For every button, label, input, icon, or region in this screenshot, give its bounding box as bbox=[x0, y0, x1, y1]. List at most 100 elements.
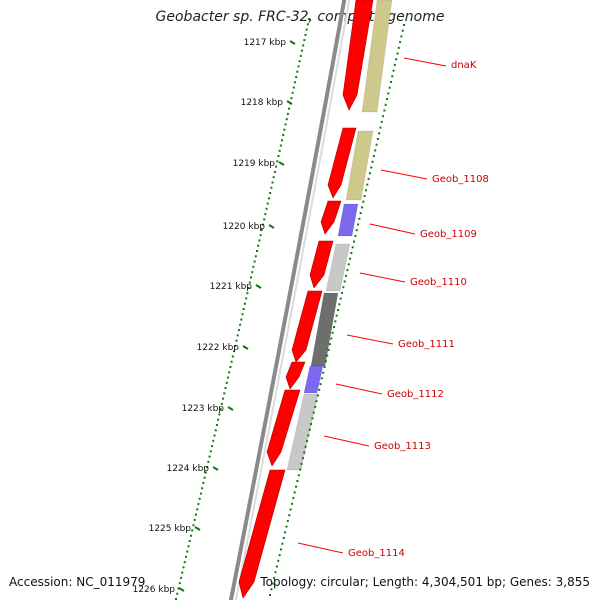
ruler-minor-tick bbox=[298, 60, 301, 63]
label-track-tick bbox=[391, 75, 394, 78]
cds-arrow bbox=[266, 389, 301, 467]
label-track-tick bbox=[305, 440, 308, 443]
ruler-minor-tick bbox=[301, 49, 304, 52]
label-track-tick bbox=[362, 200, 365, 203]
ruler-minor-tick bbox=[252, 265, 255, 268]
ruler-tick-label: 1221 kbp bbox=[210, 282, 253, 292]
ruler-minor-tick bbox=[206, 466, 209, 469]
ruler-minor-tick bbox=[233, 350, 236, 353]
ruler-minor-tick bbox=[194, 513, 197, 516]
ruler-tick-label: 1223 kbp bbox=[182, 404, 225, 414]
label-track-tick bbox=[364, 189, 367, 192]
ruler-tick bbox=[227, 406, 234, 411]
ruler-minor-tick bbox=[299, 54, 302, 57]
label-track-tick bbox=[338, 303, 341, 306]
label-track-tick bbox=[350, 252, 353, 254]
ruler-minor-ticks bbox=[175, 18, 310, 600]
label-track-tick bbox=[370, 166, 373, 169]
label-track-tick bbox=[378, 132, 381, 135]
gene-label: Geob_1108 bbox=[432, 174, 489, 185]
ruler-minor-tick bbox=[304, 33, 307, 36]
label-track-tick bbox=[303, 451, 306, 454]
ruler-minor-tick bbox=[225, 381, 228, 384]
ruler-minor-tick bbox=[217, 418, 220, 421]
gene-label: Geob_1113 bbox=[374, 441, 431, 452]
ruler-tick bbox=[178, 587, 185, 592]
label-track-tick bbox=[372, 155, 375, 158]
cds-arrow bbox=[309, 240, 334, 289]
label-track-tick bbox=[277, 559, 280, 562]
ruler-minor-tick bbox=[181, 571, 184, 574]
ruler-minor-tick bbox=[305, 28, 308, 31]
label-track-tick bbox=[403, 24, 405, 26]
label-track-tick bbox=[359, 212, 362, 215]
ruler-minor-tick bbox=[182, 566, 185, 569]
label-track-tick bbox=[296, 480, 299, 482]
label-track-tick bbox=[345, 274, 348, 277]
label-track-tick bbox=[285, 525, 288, 528]
ruler-minor-tick bbox=[226, 376, 229, 379]
label-track-tick bbox=[332, 326, 335, 329]
label-track-tick bbox=[374, 149, 377, 152]
ruler-tick bbox=[255, 284, 262, 289]
ruler-minor-tick bbox=[231, 355, 234, 358]
label-track-tick bbox=[393, 63, 396, 66]
ruler-minor-tick bbox=[241, 313, 244, 316]
label-track-tick bbox=[334, 320, 337, 323]
ruler-minor-tick bbox=[224, 387, 227, 390]
label-track-tick bbox=[318, 388, 321, 391]
gene-callout-line bbox=[380, 169, 428, 180]
genome-backbone-highlight bbox=[234, 0, 351, 600]
ruler-minor-tick bbox=[284, 123, 287, 126]
label-track-tick bbox=[320, 377, 323, 380]
gene-label: Geob_1109 bbox=[420, 229, 477, 240]
gene-label: Geob_1112 bbox=[387, 389, 444, 400]
ruler-minor-tick bbox=[260, 228, 263, 231]
ruler-minor-tick bbox=[188, 540, 191, 542]
label-track-tick bbox=[275, 565, 278, 568]
label-track-tick bbox=[341, 291, 344, 294]
ruler-tick bbox=[268, 224, 275, 229]
ruler-minor-tick bbox=[193, 518, 196, 521]
map-title: Geobacter sp. FRC-32, complete genome bbox=[155, 9, 445, 25]
ruler-minor-tick bbox=[283, 128, 286, 131]
label-track-tick bbox=[389, 81, 392, 83]
ruler-minor-tick bbox=[271, 181, 274, 184]
label-track-tick bbox=[286, 519, 289, 522]
ruler-minor-tick bbox=[258, 239, 261, 242]
label-track-tick bbox=[339, 297, 342, 300]
ruler-minor-tick bbox=[204, 471, 207, 474]
label-track-tick bbox=[322, 371, 325, 374]
label-track-tick bbox=[396, 52, 399, 55]
ruler-minor-tick bbox=[267, 197, 270, 200]
label-track-tick bbox=[299, 468, 302, 471]
gene-label: Geob_1111 bbox=[398, 339, 455, 350]
ruler-labels: 1217 kbp 1218 kbp 1219 kbp 1220 kbp 1221 kbp… bbox=[133, 38, 287, 595]
label-track-tick bbox=[315, 400, 318, 403]
gene-label: Geob_1110 bbox=[410, 277, 467, 288]
ruler-minor-tick bbox=[281, 139, 284, 142]
ruler-minor-tick bbox=[278, 149, 281, 152]
label-track-tick bbox=[290, 502, 293, 505]
label-track-tick bbox=[288, 514, 291, 517]
cds-arrow bbox=[238, 469, 286, 599]
ruler-minor-tick bbox=[270, 186, 273, 189]
ruler-tick bbox=[289, 40, 296, 45]
label-track-tick bbox=[284, 531, 287, 534]
ruler-minor-tick bbox=[192, 524, 195, 527]
ruler-minor-tick bbox=[175, 598, 177, 600]
gene-callout-line bbox=[403, 57, 447, 67]
cds-arrow bbox=[285, 361, 306, 390]
label-track-tick bbox=[337, 309, 339, 311]
gene-callout-line bbox=[369, 223, 416, 235]
ruler-minor-tick bbox=[306, 23, 309, 26]
label-track-tick bbox=[269, 594, 271, 596]
cog-category-segment bbox=[303, 365, 324, 394]
ruler-minor-tick bbox=[247, 286, 250, 289]
ruler-minor-tick bbox=[196, 508, 199, 511]
label-track-tick bbox=[392, 69, 395, 72]
ruler-minor-tick bbox=[302, 44, 305, 47]
ruler-minor-tick bbox=[291, 91, 294, 94]
label-track-tick bbox=[327, 348, 330, 351]
ruler-minor-tick bbox=[288, 107, 291, 110]
